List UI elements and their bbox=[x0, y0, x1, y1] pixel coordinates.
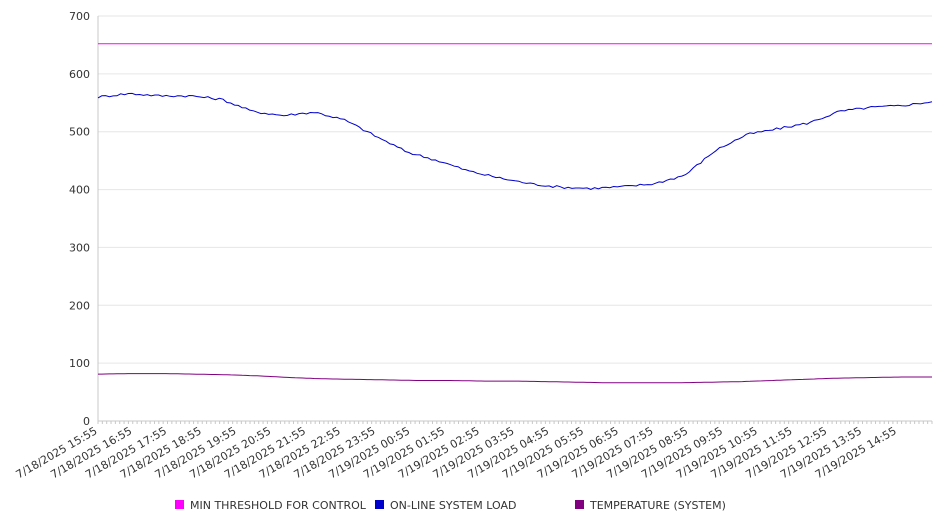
y-tick-label: 200 bbox=[69, 299, 90, 312]
y-tick-label: 300 bbox=[69, 241, 90, 254]
legend-swatch-load bbox=[375, 500, 384, 509]
series-lines bbox=[97, 43, 933, 384]
legend-swatch-temperature bbox=[575, 500, 584, 509]
y-tick-label: 0 bbox=[83, 415, 90, 428]
x-tick-labels: 7/18/2025 15:557/18/2025 16:557/18/2025 … bbox=[14, 424, 899, 481]
y-tick-label: 700 bbox=[69, 10, 90, 23]
legend-label-load: ON-LINE SYSTEM LOAD bbox=[390, 499, 516, 512]
axes bbox=[97, 16, 933, 424]
y-tick-label: 600 bbox=[69, 68, 90, 81]
legend-label-temperature: TEMPERATURE (SYSTEM) bbox=[589, 499, 726, 512]
y-tick-label: 100 bbox=[69, 357, 90, 370]
y-tick-labels: 0 100 200 300 400 500 600 700 bbox=[69, 10, 90, 428]
legend-swatch-threshold bbox=[175, 500, 184, 509]
legend-label-threshold: MIN THRESHOLD FOR CONTROL bbox=[190, 499, 367, 512]
y-tick-label: 400 bbox=[69, 184, 90, 197]
series-line-temperature bbox=[98, 373, 932, 384]
gridlines bbox=[98, 15, 932, 364]
legend: MIN THRESHOLD FOR CONTROL ON-LINE SYSTEM… bbox=[175, 499, 726, 512]
series-line-load bbox=[97, 92, 933, 190]
y-tick-label: 500 bbox=[69, 126, 90, 139]
